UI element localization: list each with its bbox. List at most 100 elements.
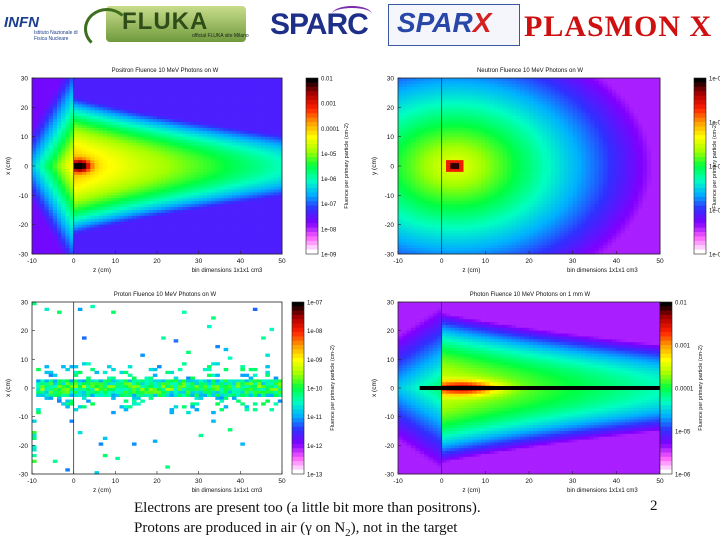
heatmap-cell xyxy=(86,216,91,219)
heatmap-cell xyxy=(459,245,464,248)
heatmap-cell xyxy=(165,195,170,198)
heatmap-cell xyxy=(203,116,208,119)
heatmap-cell xyxy=(411,201,416,204)
heatmap-cell xyxy=(74,151,79,154)
heatmap-cell xyxy=(455,219,460,222)
heatmap-cell xyxy=(407,93,412,96)
heatmap-cell xyxy=(481,207,486,210)
heatmap-cell xyxy=(136,93,141,96)
heatmap-cell xyxy=(472,96,477,99)
heatmap-cell xyxy=(228,210,233,213)
heatmap-cell xyxy=(140,233,145,236)
heatmap-cell xyxy=(253,231,258,234)
heatmap-cell xyxy=(442,192,447,195)
heatmap-cell xyxy=(455,184,460,187)
heatmap-cell xyxy=(472,248,477,251)
heatmap-cell xyxy=(170,192,175,195)
heatmap-cell xyxy=(174,219,179,222)
heatmap-cell xyxy=(195,87,200,90)
heatmap-cell xyxy=(215,78,220,81)
heatmap-cell xyxy=(90,207,95,210)
heatmap-cell xyxy=(182,195,187,198)
heatmap-cell xyxy=(120,178,125,181)
heatmap-cell xyxy=(32,148,37,151)
x-tick-label: 40 xyxy=(237,258,245,265)
heatmap-cell xyxy=(490,99,495,102)
heatmap-cell xyxy=(398,143,403,146)
heatmap-cell xyxy=(82,116,87,119)
heatmap-cell xyxy=(442,119,447,122)
heatmap-cell xyxy=(111,113,116,116)
heatmap-cell xyxy=(61,137,66,140)
heatmap-cell xyxy=(36,172,41,175)
heatmap-cell xyxy=(429,242,434,245)
heatmap-cell xyxy=(103,169,108,172)
heatmap-cell xyxy=(429,104,434,107)
heatmap-cell xyxy=(132,134,137,137)
heatmap-cell xyxy=(57,119,62,122)
heatmap-cell xyxy=(53,204,58,207)
heatmap-cell xyxy=(195,239,200,242)
heatmap-cell xyxy=(95,222,100,225)
heatmap-cell xyxy=(174,163,179,166)
heatmap-cell xyxy=(220,110,225,113)
heatmap-cell xyxy=(190,236,195,239)
heatmap-cell xyxy=(211,99,216,102)
heatmap-cell xyxy=(203,245,208,248)
heatmap-cell xyxy=(178,96,183,99)
heatmap-cell xyxy=(249,87,254,90)
heatmap-cell xyxy=(270,110,275,113)
heatmap-cell xyxy=(274,119,279,122)
heatmap-cell xyxy=(257,157,262,160)
heatmap-cell xyxy=(232,107,237,110)
heatmap-cell xyxy=(178,248,183,251)
heatmap-cell xyxy=(182,151,187,154)
heatmap-cell xyxy=(472,163,477,166)
heatmap-cell xyxy=(261,233,266,236)
heatmap-cell xyxy=(78,172,83,175)
heatmap-cell xyxy=(477,201,482,204)
heatmap-cell xyxy=(90,242,95,245)
heatmap-cell xyxy=(124,119,129,122)
heatmap-cell xyxy=(236,145,241,148)
heatmap-cell xyxy=(402,222,407,225)
heatmap-cell xyxy=(136,140,141,143)
heatmap-cell xyxy=(161,84,166,87)
heatmap-cell xyxy=(429,116,434,119)
heatmap-cell xyxy=(45,198,50,201)
heatmap-cell xyxy=(429,198,434,201)
heatmap-cell xyxy=(261,175,266,178)
heatmap-cell xyxy=(161,210,166,213)
heatmap-cell xyxy=(468,210,473,213)
heatmap-cell xyxy=(178,187,183,190)
heatmap-cell xyxy=(424,181,429,184)
heatmap-cell xyxy=(199,216,204,219)
heatmap-cell xyxy=(157,198,162,201)
heatmap-cell xyxy=(477,104,482,107)
heatmap-cell xyxy=(178,192,183,195)
heatmap-cell xyxy=(203,216,208,219)
heatmap-cell xyxy=(186,219,191,222)
heatmap-cell xyxy=(274,198,279,201)
heatmap-cell xyxy=(115,198,120,201)
heatmap-cell xyxy=(165,204,170,207)
heatmap-cell xyxy=(398,128,403,131)
heatmap-cell xyxy=(477,189,482,192)
heatmap-cell xyxy=(32,228,37,231)
heatmap-cell xyxy=(464,248,469,251)
heatmap-cell xyxy=(424,210,429,213)
heatmap-cell xyxy=(136,125,141,128)
heatmap-cell xyxy=(240,248,245,251)
heatmap-cell xyxy=(211,187,216,190)
heatmap-cell xyxy=(57,228,62,231)
heatmap-cell xyxy=(120,222,125,225)
heatmap-cell xyxy=(450,107,455,110)
heatmap-cell xyxy=(49,231,54,234)
heatmap-cell xyxy=(249,125,254,128)
heatmap-cell xyxy=(442,87,447,90)
heatmap-cell xyxy=(86,154,91,157)
heatmap-cell xyxy=(411,99,416,102)
heatmap-cell xyxy=(195,163,200,166)
heatmap-cell xyxy=(203,93,208,96)
